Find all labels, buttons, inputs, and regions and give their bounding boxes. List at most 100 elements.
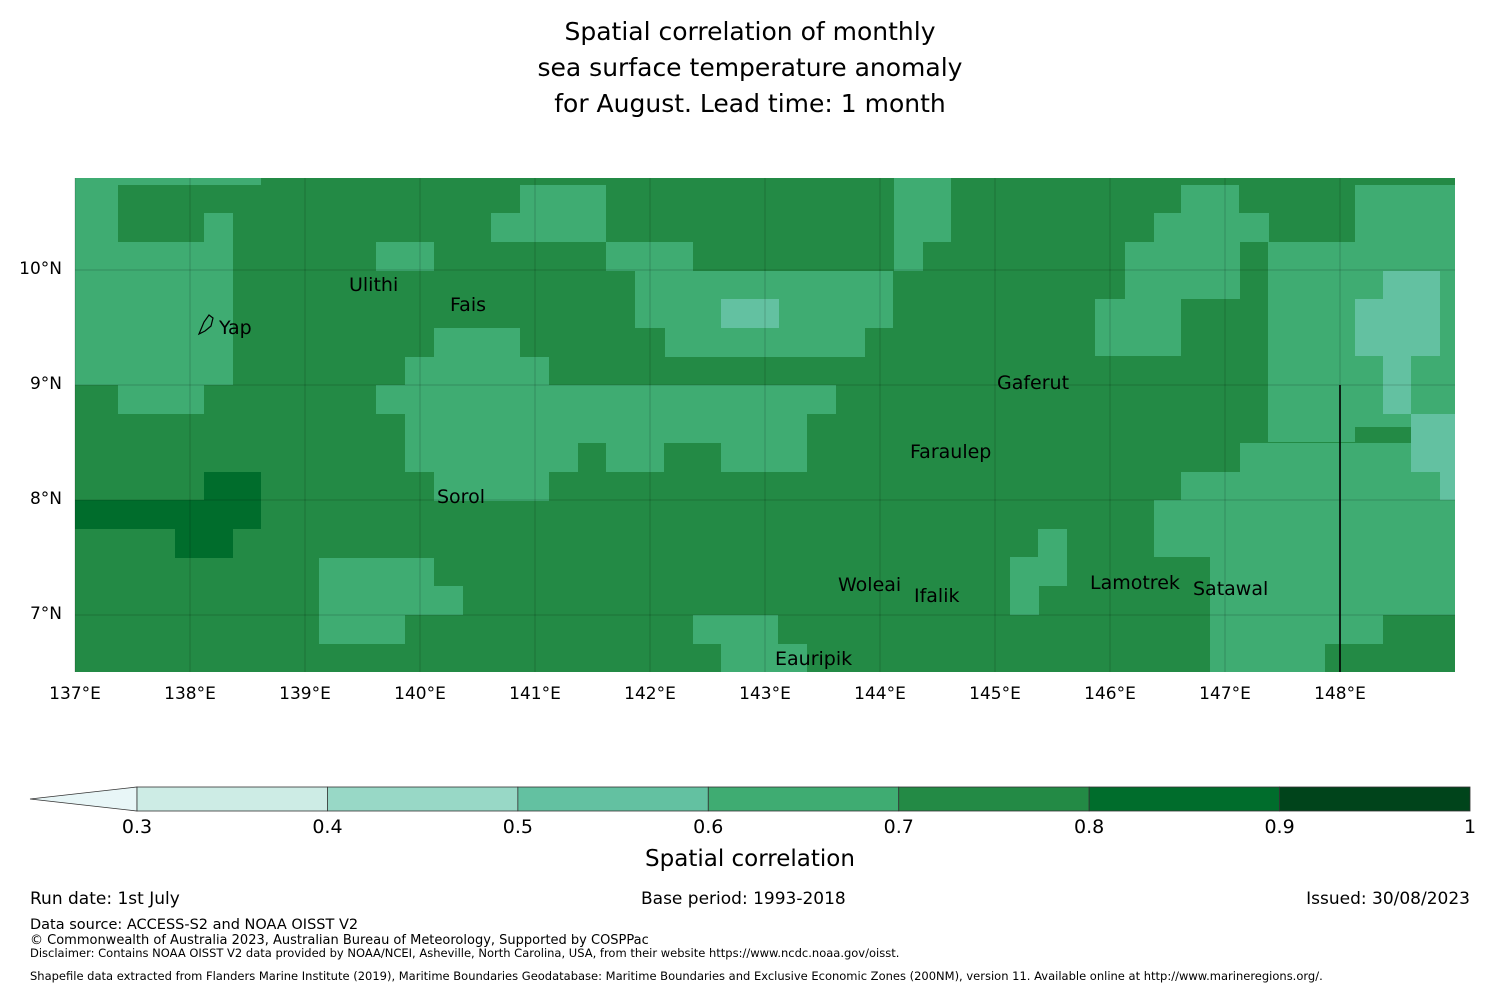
correlation-cell [1010, 557, 1039, 615]
correlation-cell [376, 385, 836, 414]
correlation-cell [204, 472, 261, 529]
place-label-faraulep: Faraulep [910, 441, 992, 463]
correlation-cell [434, 472, 549, 501]
map-gridlines [74, 178, 1455, 672]
correlation-cell [665, 328, 865, 357]
title-line-1: Spatial correlation of monthly [564, 17, 936, 46]
correlation-cell [175, 529, 233, 558]
colorbar-segment [707, 786, 900, 812]
correlation-cell [1411, 414, 1455, 472]
x-tick-label: 138°E [164, 684, 216, 704]
correlation-cell [606, 443, 664, 472]
colorbar-tick-label: 0.3 [121, 816, 153, 838]
run-date: Run date: 1st July [30, 889, 180, 909]
y-tick-label: 9°N [29, 374, 62, 394]
y-tick-label: 7°N [29, 604, 62, 624]
correlation-cell [721, 443, 807, 472]
correlation-cell [491, 213, 520, 242]
map-features [197, 314, 1341, 672]
yap-island-outline [197, 314, 214, 336]
place-label-fais: Fais [450, 294, 487, 316]
title-line-3: for August. Lead time: 1 month [554, 89, 946, 118]
shapefile-credit: Shapefile data extracted from Flanders M… [30, 969, 1323, 983]
x-tick-label: 145°E [969, 684, 1021, 704]
x-tick-label: 146°E [1084, 684, 1136, 704]
y-tick-label: 8°N [29, 489, 62, 509]
place-label-gaferut: Gaferut [997, 372, 1070, 394]
correlation-cell [405, 357, 549, 386]
place-label-sorol: Sorol [437, 486, 485, 508]
correlation-cell [376, 242, 434, 271]
correlation-cell [1181, 472, 1455, 501]
correlation-cell [1383, 271, 1440, 300]
issued-date: Issued: 30/08/2023 [1306, 889, 1470, 909]
colorbar-segment [327, 786, 519, 812]
correlation-cell [606, 242, 693, 271]
x-tick-label: 137°E [49, 684, 101, 704]
colorbar-tick-label: 0.9 [1264, 816, 1295, 838]
colorbar-label: Spatial correlation [645, 846, 855, 872]
correlation-cell [1154, 213, 1269, 242]
colorbar-segment [1279, 786, 1471, 812]
colorbar-tick-label: 0.5 [502, 816, 533, 838]
correlation-cell [1440, 472, 1455, 500]
correlation-cell [1095, 299, 1181, 356]
title-line-2: sea surface temperature anomaly [537, 53, 963, 82]
correlation-cell [721, 299, 779, 328]
colorbar [29, 786, 1471, 812]
colorbar-tick-label: 1 [1463, 816, 1477, 838]
correlation-cell [1210, 615, 1325, 672]
correlation-cell [1038, 529, 1067, 586]
colorbar-segment [1088, 786, 1280, 812]
disclaimer: Disclaimer: Contains NOAA OISST V2 data … [30, 946, 900, 960]
x-tick-label: 147°E [1199, 684, 1251, 704]
correlation-cell [721, 644, 807, 672]
x-tick-label: 148°E [1314, 684, 1366, 704]
x-tick-label: 143°E [739, 684, 791, 704]
correlation-cell [1325, 615, 1383, 644]
correlation-cell [319, 558, 434, 615]
place-label-ifalik: Ifalik [914, 585, 960, 607]
x-tick-label: 144°E [854, 684, 906, 704]
x-tick-label: 139°E [279, 684, 331, 704]
correlation-cell [1383, 356, 1411, 414]
x-tick-label: 140°E [394, 684, 446, 704]
x-tick-label: 141°E [509, 684, 561, 704]
correlation-cell [75, 242, 233, 385]
correlation-cell [1181, 185, 1239, 213]
correlation-cell [204, 213, 233, 242]
correlation-cell [520, 185, 606, 242]
colorbar-segment [517, 786, 709, 812]
data-source: Data source: ACCESS-S2 and NOAA OISST V2 [30, 917, 359, 933]
place-label-eauripik: Eauripik [775, 648, 853, 670]
correlation-cell [1210, 557, 1455, 615]
correlation-cell [1125, 242, 1240, 299]
colorbar-tick-label: 0.4 [312, 816, 343, 838]
correlation-cell [894, 178, 951, 242]
correlation-cell [75, 178, 261, 185]
correlation-cell [434, 586, 463, 615]
correlation-cell [405, 414, 807, 443]
correlation-grid [75, 178, 1455, 672]
y-tick-label: 10°N [19, 259, 62, 279]
correlation-cell [405, 443, 578, 472]
place-label-ulithi: Ulithi [349, 274, 399, 296]
base-period: Base period: 1993-2018 [641, 889, 846, 909]
colorbar-segment [136, 786, 328, 812]
place-label-satawal: Satawal [1193, 578, 1269, 600]
colorbar-tick-label: 0.7 [883, 816, 914, 838]
correlation-cell [118, 385, 204, 414]
map-title: Spatial correlation of monthly sea surfa… [0, 14, 1500, 122]
correlation-cell [693, 615, 778, 644]
correlation-cell [1154, 500, 1455, 557]
correlation-cell [1268, 242, 1355, 442]
colorbar-extend-arrow [29, 786, 138, 812]
place-label-yap: Yap [219, 317, 252, 339]
colorbar-tick-label: 0.6 [693, 816, 724, 838]
correlation-cell [319, 615, 405, 644]
place-label-lamotrek: Lamotrek [1090, 572, 1180, 594]
place-label-woleai: Woleai [838, 574, 902, 596]
colorbar-tick-label: 0.8 [1074, 816, 1105, 838]
correlation-cell [434, 328, 520, 357]
